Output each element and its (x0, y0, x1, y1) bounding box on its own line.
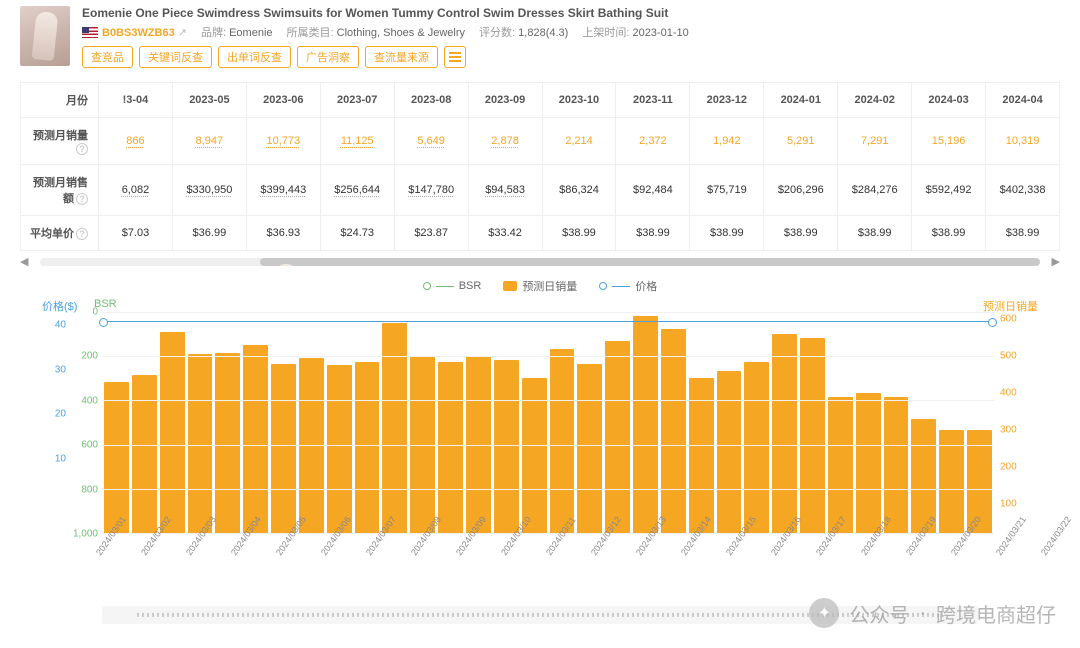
action-buttons: 查竞品关键词反查出单词反查广告洞察查流量来源 (82, 46, 1060, 68)
table-cell[interactable]: 866 (99, 118, 173, 165)
asin[interactable]: B0BS3WZB63 (102, 27, 175, 39)
table-cell: $206,296 (764, 165, 838, 216)
table-cell: $92,484 (616, 165, 690, 216)
chart-legend: BSR 预测日销量 价格 (20, 278, 1060, 294)
table-cell: $33.42 (468, 216, 542, 251)
month-header: 2023-07 (320, 83, 394, 118)
table-cell[interactable]: 10,773 (246, 118, 320, 165)
legend-bsr[interactable]: BSR (423, 278, 482, 294)
help-icon[interactable]: ? (76, 143, 88, 155)
legend-daily-sales[interactable]: 预测日销量 (503, 278, 577, 294)
table-cell: $592,492 (912, 165, 986, 216)
table-cell[interactable]: 11,125 (320, 118, 394, 165)
table-cell: $38.99 (690, 216, 764, 251)
y-axis-bsr: 02004006008001,000 (70, 312, 100, 534)
price-line (102, 321, 994, 322)
table-cell: $38.99 (542, 216, 616, 251)
table-cell: 1,942 (690, 118, 764, 165)
scroll-right-icon[interactable]: ▶ (1052, 255, 1060, 268)
month-header: 2023-11 (616, 83, 690, 118)
product-title: Eomenie One Piece Swimdress Swimsuits fo… (82, 6, 1060, 20)
table-cell: 2,214 (542, 118, 616, 165)
scroll-left-icon[interactable]: ◀ (20, 255, 28, 268)
table-cell: $38.99 (912, 216, 986, 251)
y-axis-sales: 600500400300200100 (996, 312, 1040, 534)
product-header: Eomenie One Piece Swimdress Swimsuits fo… (20, 6, 1060, 68)
month-header: 2023-06 (246, 83, 320, 118)
table-cell: $36.93 (246, 216, 320, 251)
row-revenue-label: 预测月销售额? (21, 165, 99, 216)
scrollbar-thumb[interactable] (260, 258, 1039, 266)
table-cell: $23.87 (394, 216, 468, 251)
table-cell: $38.99 (764, 216, 838, 251)
month-header: 2023-05 (172, 83, 246, 118)
product-meta: B0BS3WZB63↗ 品牌: Eomenie 所属类目: Clothing, … (82, 24, 1060, 40)
action-button[interactable]: 查竞品 (82, 46, 133, 68)
month-header: 2023-12 (690, 83, 764, 118)
table-cell[interactable]: $94,583 (468, 165, 542, 216)
row-sales-label: 预测月销量? (21, 118, 99, 165)
action-button[interactable]: 查流量来源 (365, 46, 438, 68)
month-header: 2023-10 (542, 83, 616, 118)
table-cell: $284,276 (838, 165, 912, 216)
table-cell: 15,196 (912, 118, 986, 165)
legend-price[interactable]: 价格 (599, 278, 657, 294)
action-button[interactable]: 广告洞察 (297, 46, 359, 68)
table-cell: $7.03 (99, 216, 173, 251)
action-button[interactable]: 出单词反查 (218, 46, 291, 68)
wechat-icon: ✦ (809, 598, 839, 628)
table-scrollbar[interactable]: ◀ ▶ (20, 251, 1060, 276)
month-header: 2023-08 (394, 83, 468, 118)
table-cell[interactable]: 6,082 (99, 165, 173, 216)
help-icon[interactable]: ? (76, 228, 88, 240)
flag-us-icon (82, 27, 98, 38)
month-header: 2023-09 (468, 83, 542, 118)
table-cell: 7,291 (838, 118, 912, 165)
grid-view-icon[interactable] (444, 46, 466, 68)
plot-area[interactable] (102, 312, 994, 534)
month-header: 2024-03 (912, 83, 986, 118)
table-cell: 2,372 (616, 118, 690, 165)
month-header: !3-04 (99, 83, 173, 118)
month-header: 2024-02 (838, 83, 912, 118)
sales-chart: BSR 预测日销量 价格 价格($) BSR 预测日销量 40302010 02… (20, 278, 1060, 624)
table-cell[interactable]: $330,950 (172, 165, 246, 216)
table-cell[interactable]: $147,780 (394, 165, 468, 216)
external-link-icon[interactable]: ↗ (178, 27, 187, 39)
table-cell[interactable]: 8,947 (172, 118, 246, 165)
monthly-table: 月份!3-042023-052023-062023-072023-082023-… (20, 82, 1060, 251)
table-cell: $402,338 (986, 165, 1060, 216)
y-axis-price: 40302010 (40, 312, 68, 534)
table-cell[interactable]: 5,649 (394, 118, 468, 165)
product-thumbnail (20, 6, 70, 66)
action-button[interactable]: 关键词反查 (139, 46, 212, 68)
help-icon[interactable]: ? (76, 193, 88, 205)
row-price-label: 平均单价? (21, 216, 99, 251)
watermark: ✦ 公众号 · 跨境电商超仔 (809, 598, 1056, 628)
x-axis: 2024/03/012024/03/022024/03/032024/03/04… (102, 540, 994, 598)
month-header: 2024-04 (986, 83, 1060, 118)
table-cell: $24.73 (320, 216, 394, 251)
table-cell: $38.99 (616, 216, 690, 251)
table-cell: $38.99 (838, 216, 912, 251)
col-month: 月份 (21, 83, 99, 118)
table-cell: 10,319 (986, 118, 1060, 165)
table-cell: $75,719 (690, 165, 764, 216)
table-cell[interactable]: $256,644 (320, 165, 394, 216)
table-cell: $36.99 (172, 216, 246, 251)
table-cell: $38.99 (986, 216, 1060, 251)
table-cell: $86,324 (542, 165, 616, 216)
table-cell: 5,291 (764, 118, 838, 165)
table-cell[interactable]: $399,443 (246, 165, 320, 216)
table-cell[interactable]: 2,878 (468, 118, 542, 165)
month-header: 2024-01 (764, 83, 838, 118)
